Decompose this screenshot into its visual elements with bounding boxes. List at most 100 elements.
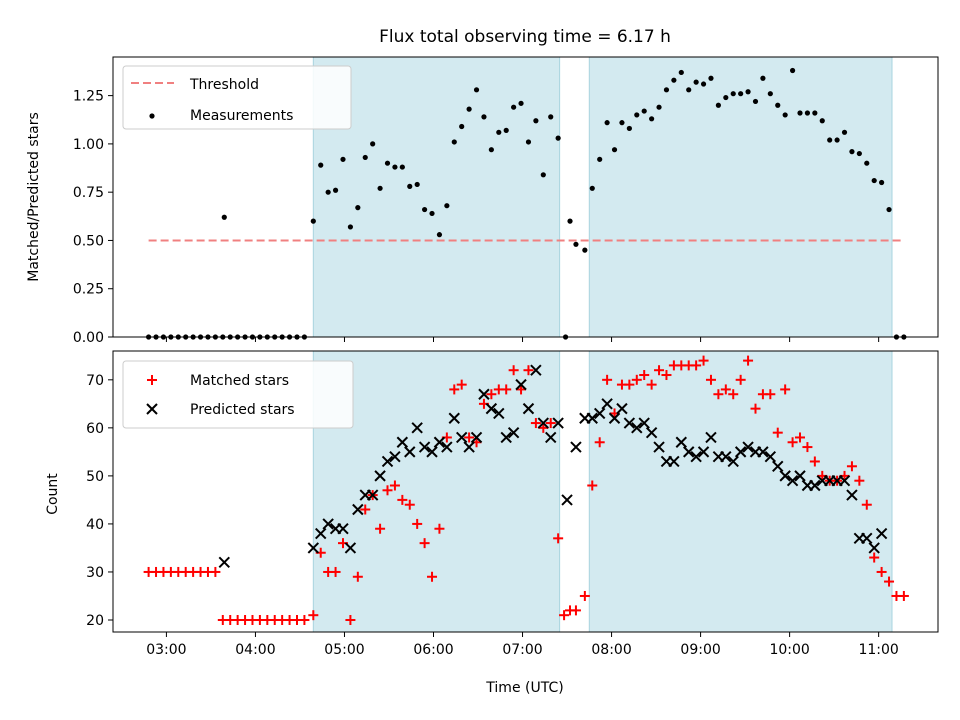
matched-stars-point <box>705 374 716 385</box>
matched-stars-point <box>508 365 519 376</box>
measurement-point <box>567 218 573 224</box>
predicted-stars-point <box>742 441 754 453</box>
predicted-stars-point <box>463 441 475 453</box>
predicted-stars-point <box>470 431 483 444</box>
y-tick-label: 0.75 <box>73 185 104 201</box>
legend-predicted-label: Predicted stars <box>190 402 295 418</box>
predicted-stars-point <box>352 503 364 516</box>
predicted-stars-point <box>875 527 888 540</box>
predicted-stars-point <box>433 436 446 448</box>
matched-stars-point <box>404 499 415 510</box>
measurement-point <box>738 91 744 97</box>
predicted-stars-point <box>396 436 409 448</box>
matched-stars-point <box>898 590 909 601</box>
bottom-legend: Matched stars Predicted stars <box>122 360 354 429</box>
predicted-stars-point <box>861 532 873 545</box>
legend-matched-label: Matched stars <box>190 373 289 389</box>
matched-stars-point <box>713 389 724 400</box>
x-axis-label: Time (UTC) <box>485 680 563 696</box>
predicted-stars-point <box>344 542 357 554</box>
y-tick-label: 1.00 <box>73 137 104 153</box>
measurement-point <box>573 241 579 247</box>
predicted-stars-point <box>455 431 468 444</box>
predicted-stars-point <box>218 556 230 569</box>
matched-stars-point <box>486 389 497 400</box>
matched-stars-point <box>412 518 423 529</box>
legend-threshold-label: Threshold <box>189 77 259 93</box>
predicted-stars-point <box>404 446 416 458</box>
predicted-stars-point <box>522 402 535 415</box>
measurement-point <box>503 127 509 133</box>
measurement-point <box>444 203 450 209</box>
y-tick-label: 70 <box>86 373 104 389</box>
measurement-point <box>310 218 316 224</box>
matched-stars-point <box>720 384 731 395</box>
matched-stars-point <box>352 571 363 582</box>
matched-stars-point <box>787 437 798 448</box>
matched-stars-point <box>579 590 590 601</box>
measurement-point <box>641 108 647 114</box>
matched-stars-point <box>698 355 709 366</box>
measurement-point <box>589 185 595 191</box>
chart-title: Flux total observing time = 6.17 h <box>379 27 671 47</box>
predicted-stars-point <box>623 417 636 429</box>
predicted-stars-point <box>485 402 498 415</box>
top-legend: Threshold Measurements <box>122 65 352 130</box>
matched-stars-point <box>750 403 761 414</box>
predicted-stars-point <box>838 474 851 487</box>
x-tick-label: 08:00 <box>591 642 631 658</box>
measurement-point <box>422 206 428 213</box>
predicted-stars-point <box>366 489 379 501</box>
measurement-point <box>626 125 632 132</box>
matched-stars-point <box>765 389 776 400</box>
matched-stars-point <box>691 360 702 371</box>
predicted-stars-point <box>448 412 460 424</box>
measurement-point <box>451 139 457 145</box>
measurement-point <box>540 172 546 178</box>
matched-stars-point <box>419 538 430 549</box>
measurement-point <box>399 164 405 170</box>
y-tick-label: 60 <box>86 421 104 437</box>
predicted-stars-point <box>411 422 423 434</box>
bottom-plot-panel: 20 30 40 50 60 70 03:00 04:00 05:00 06:00 07:00 08:… <box>86 350 939 658</box>
matched-stars-point <box>464 432 475 443</box>
legend-box <box>122 360 354 429</box>
matched-stars-point <box>545 418 556 429</box>
predicted-stars-point <box>337 523 349 535</box>
matched-stars-point <box>559 610 570 621</box>
measurement-point <box>332 187 339 193</box>
measurement-point <box>548 114 554 120</box>
measurement-point <box>856 150 862 157</box>
predicted-stars-point <box>507 426 520 439</box>
matched-stars-point <box>869 552 880 563</box>
measurement-point <box>649 116 655 122</box>
predicted-stars-point <box>846 489 858 501</box>
x-tick-label: 09:00 <box>680 642 720 658</box>
measurement-point <box>708 75 714 81</box>
measurement-point <box>496 129 502 135</box>
predicted-stars-point <box>545 431 557 444</box>
predicted-stars-point <box>653 441 665 453</box>
predicted-stars-point <box>601 398 613 410</box>
x-tick-label: 07:00 <box>502 642 542 658</box>
y-tick-label: 0.00 <box>73 330 104 346</box>
x-tick-label: 10:00 <box>769 642 809 658</box>
matched-stars-point <box>553 533 564 544</box>
measurement-point <box>700 81 707 87</box>
predicted-stars-point <box>683 446 695 458</box>
measurement-point <box>671 77 677 83</box>
predicted-stars-point <box>537 417 550 429</box>
measurement-point <box>340 156 346 162</box>
measurement-point <box>377 185 383 191</box>
predicted-stars-point <box>374 470 386 482</box>
predicted-stars-point <box>809 479 821 492</box>
measurement-point <box>488 147 494 153</box>
measurement-point <box>221 214 227 220</box>
measurement-point <box>678 69 684 76</box>
predicted-stars-point <box>561 494 573 506</box>
predicted-stars-point <box>720 450 732 463</box>
y-tick-label: 40 <box>86 517 104 533</box>
matched-stars-point <box>772 427 783 438</box>
matched-stars-point <box>516 384 527 395</box>
